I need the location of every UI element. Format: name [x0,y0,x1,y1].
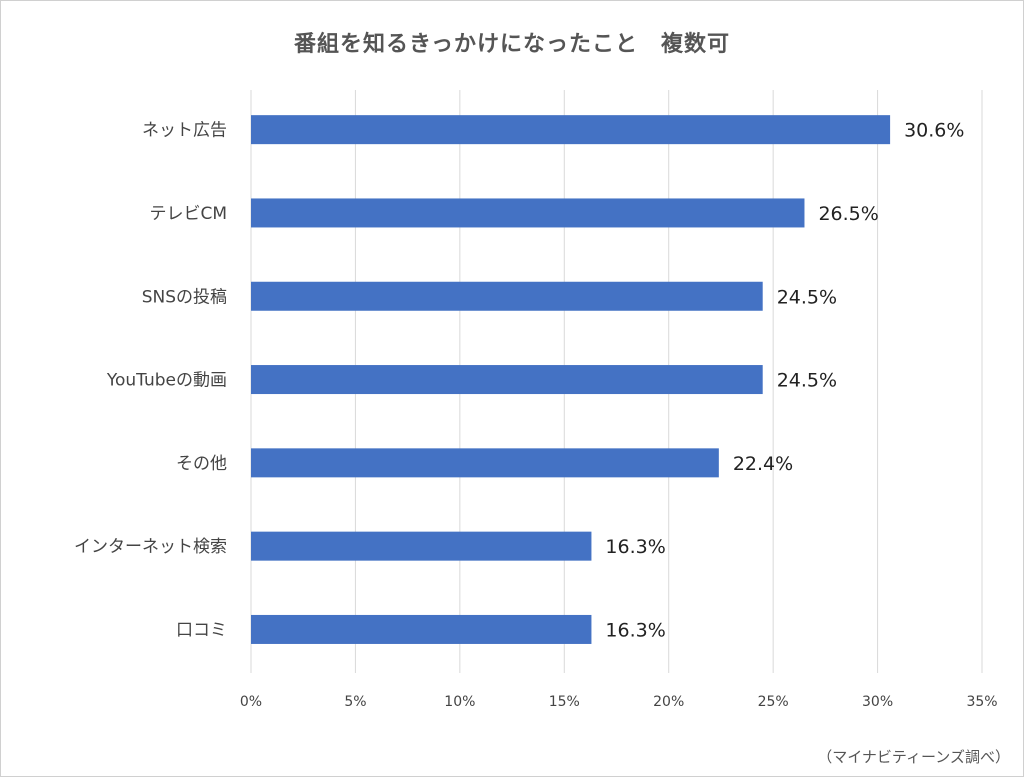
x-tick-label: 0% [240,694,262,710]
bar [251,365,763,395]
bar [251,281,763,311]
x-tick-label: 5% [344,694,366,710]
bar [251,614,592,644]
x-tick-label: 15% [549,694,580,710]
data-label: 16.3% [605,619,665,641]
category-label: SNSの投稿 [142,287,227,307]
data-label: 26.5% [818,203,878,225]
data-label: 24.5% [777,370,837,392]
data-label: 16.3% [605,536,665,558]
chart-title: 番組を知るきっかけになったこと 複数可 [293,32,731,57]
category-label: その他 [176,454,227,474]
category-label: インターネット検索 [74,537,227,557]
x-tick-label: 35% [966,694,997,710]
data-label: 24.5% [777,286,837,308]
x-tick-label: 25% [758,694,789,710]
x-tick-labels: 0% 5% 10% 15% 20% 25% 30% 35% [240,694,998,710]
bar [251,448,719,478]
bar [251,198,805,228]
category-label: 口コミ [176,620,227,640]
category-label: YouTubeの動画 [106,371,227,391]
x-tick-label: 30% [862,694,893,710]
data-label: 22.4% [733,453,793,475]
bar [251,115,891,145]
category-label: ネット広告 [142,121,227,141]
source-note: （マイナビティーンズ調べ） [817,748,1010,766]
x-tick-label: 10% [444,694,475,710]
category-label: テレビCM [149,204,227,224]
bar [251,531,592,561]
bars [251,115,891,644]
data-labels: 30.6% 26.5% 24.5% 24.5% 22.4% 16.3% 16.3% [605,120,964,642]
x-tick-label: 20% [653,694,684,710]
data-label: 30.6% [904,120,964,142]
